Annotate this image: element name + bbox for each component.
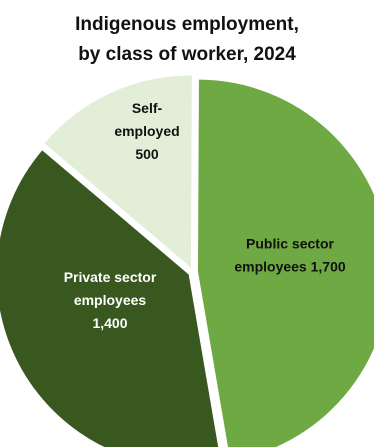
chart-title: Indigenous employment, by class of worke… xyxy=(0,10,374,70)
pie-slice-1 xyxy=(197,79,374,447)
pie-slice-2 xyxy=(0,150,219,447)
chart-title-line-1: Indigenous employment, xyxy=(75,14,299,35)
slice-label-1-line-2: employees 1,700 xyxy=(234,259,346,275)
slice-label-2-line-1: Private sector xyxy=(64,269,157,285)
slice-label-3-line-3: 500 xyxy=(135,146,159,162)
chart-title-line-2: by class of worker, 2024 xyxy=(78,44,296,65)
slice-label-3: Self-employed 500 xyxy=(114,100,179,162)
slice-label-2-line-3: 1,400 xyxy=(92,315,127,331)
slice-label-1: Public sector employees 1,700 xyxy=(234,236,346,275)
slice-label-3-line-2: employed xyxy=(114,123,179,139)
slice-label-2-line-2: employees xyxy=(74,292,147,308)
pie-slice-3 xyxy=(44,75,192,268)
slice-label-1-line-1: Public sector xyxy=(246,236,334,252)
slice-label-2: Private sector employees 1,400 xyxy=(64,269,157,331)
slice-label-3-line-1: Self- xyxy=(132,100,163,116)
